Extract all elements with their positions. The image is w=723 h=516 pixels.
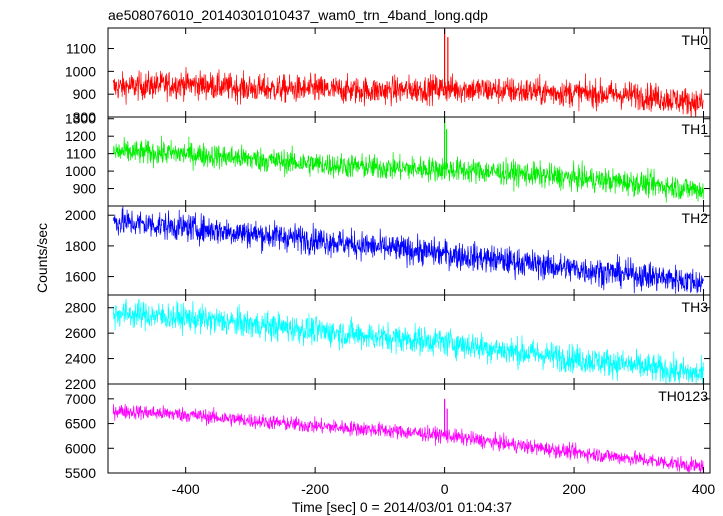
panels-group: 80090010001100TH09001000110012001300TH11…: [65, 27, 716, 497]
x-tick-label: 0: [441, 481, 449, 497]
panel-th2: 1600 1800 2000 TH2: [65, 205, 711, 296]
x-tick-label: 200: [562, 481, 586, 497]
series-line-th3: [112, 298, 704, 384]
y-tick-label: 7000: [65, 391, 96, 407]
chart-title: ae508076010_20140301010437_wam0_trn_4ban…: [108, 7, 488, 23]
panel-frame: [107, 383, 711, 474]
y-tick-label: 5500: [65, 465, 96, 481]
series-line-th0: [112, 66, 704, 117]
panel-th0: 800 900 1000 1100 TH0: [65, 27, 711, 125]
y-tick-label: 1100: [66, 146, 96, 162]
y-tick-label: 1600: [65, 269, 96, 285]
y-tick-label: 1100: [66, 41, 96, 57]
series-line-th0123: [112, 403, 704, 473]
x-tick-label: -400: [172, 481, 200, 497]
panel-frame: [107, 27, 711, 118]
y-tick-label: 900: [73, 86, 97, 102]
y-tick-label: 800: [73, 109, 97, 125]
y-tick-label: 2000: [65, 207, 96, 223]
series-line-th1: [112, 135, 704, 203]
x-tick-label: -200: [301, 481, 329, 497]
panel-frame: [107, 116, 711, 207]
y-tick-label: 2200: [65, 376, 96, 392]
panel-label: TH0: [682, 32, 709, 48]
y-tick-label: 1300: [65, 111, 96, 127]
y-tick-label: 1200: [65, 128, 96, 144]
panel-label: TH3: [682, 299, 709, 315]
y-tick-label: 1800: [65, 238, 96, 254]
y-tick-label: 1000: [65, 163, 96, 179]
y-tick-label: 2600: [65, 325, 96, 341]
panel-frame: [107, 205, 711, 296]
panel-label: TH1: [682, 121, 709, 137]
panel-th3: 2200 2400 2600 2800 TH3: [65, 294, 711, 392]
y-axis-label: Counts/sec: [34, 223, 50, 293]
y-tick-label: 900: [73, 181, 97, 197]
y-tick-label: 2400: [65, 351, 96, 367]
y-tick-label: 1000: [65, 63, 96, 79]
panel-frame: [107, 294, 711, 385]
x-tick-label: 400: [692, 481, 716, 497]
y-tick-label: 6000: [65, 440, 96, 456]
panel-label: TH0123: [658, 388, 708, 404]
panel-label: TH2: [682, 210, 709, 226]
x-axis-label: Time [sec] 0 = 2014/03/01 01:04:37: [292, 499, 512, 515]
y-tick-label: 2800: [65, 300, 96, 316]
y-tick-label: 6500: [65, 416, 96, 432]
series-line-th2: [112, 206, 704, 294]
panel-th0123: 5500 6000 6500 7000 TH0123: [65, 383, 711, 481]
